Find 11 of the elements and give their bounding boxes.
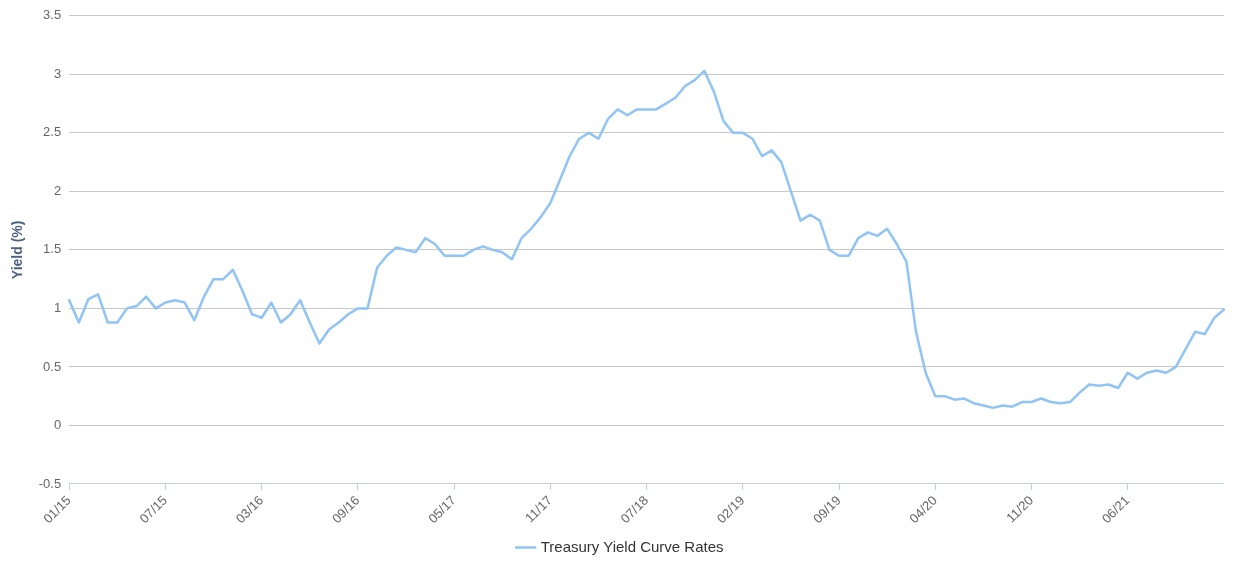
y-tick-label: 0.5	[43, 358, 62, 374]
y-tick-label: 0	[53, 417, 62, 433]
y-tick-label: 3	[53, 65, 62, 81]
y-tick-label: 3.5	[43, 7, 62, 23]
y-tick-label: 2.5	[43, 124, 62, 140]
y-axis-title: Yield (%)	[9, 220, 26, 280]
legend-label: Treasury Yield Curve Rates	[540, 537, 724, 555]
y-tick-label: 1	[53, 299, 62, 315]
y-tick-label: 1.5	[43, 241, 62, 257]
y-tick-label: 2	[53, 182, 62, 198]
y-tick-label: -0.5	[38, 475, 62, 491]
